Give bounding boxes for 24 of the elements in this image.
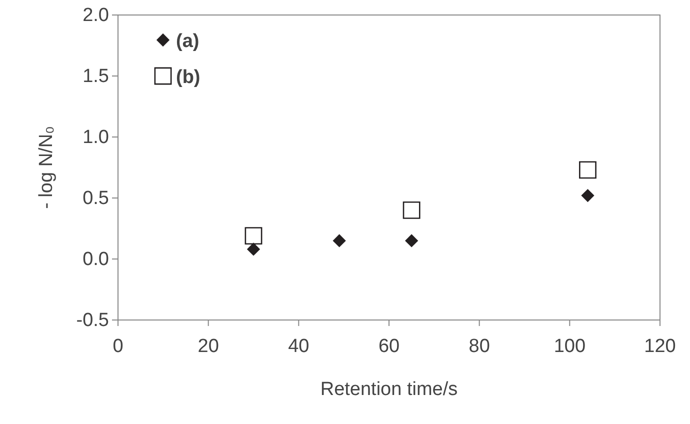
y-axis-title: - log N/N₀ xyxy=(36,126,57,209)
point xyxy=(332,234,346,248)
point xyxy=(405,234,418,248)
x-tick-label: 0 xyxy=(112,336,124,357)
legend-label: (a) xyxy=(176,31,200,52)
point xyxy=(244,227,262,245)
y-tick-label: 2.0 xyxy=(82,5,109,26)
x-tick-label: 60 xyxy=(378,336,400,357)
point xyxy=(246,242,260,256)
legend-label: (b) xyxy=(176,67,200,88)
point xyxy=(581,188,594,202)
x-axis-title: Retention time/s xyxy=(320,379,458,400)
x-tick-label: 40 xyxy=(288,336,310,357)
x-tick-label: 100 xyxy=(554,336,586,357)
y-tick-label: 1.0 xyxy=(82,127,109,148)
y-tick-label: 1.5 xyxy=(82,66,109,88)
y-tick-label: 0.5 xyxy=(82,188,109,210)
x-tick-label: 80 xyxy=(468,336,490,357)
y-tick-label: -0.5 xyxy=(76,310,109,332)
y-tick-label: 0.0 xyxy=(82,249,109,270)
point xyxy=(402,201,420,219)
point xyxy=(579,161,596,179)
x-tick-label: 20 xyxy=(198,336,219,357)
x-tick-label: 120 xyxy=(644,336,676,357)
